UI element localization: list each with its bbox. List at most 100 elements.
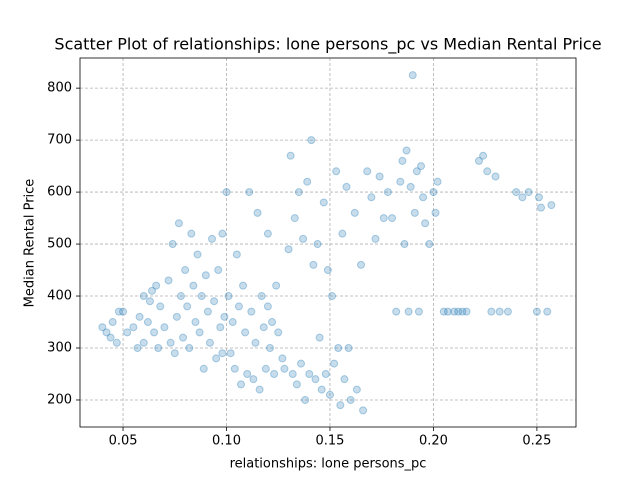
y-tick-label: 800 [47,81,72,96]
point [112,338,121,347]
point [410,208,419,217]
point [392,307,401,316]
point [226,349,235,358]
point [334,344,343,353]
point [443,307,452,316]
point [108,318,117,327]
point [218,229,227,238]
point [222,188,231,197]
point [216,323,225,332]
point [170,349,179,358]
point [280,364,289,373]
point [210,297,219,306]
point [439,307,448,316]
x-tick-label: 0.10 [212,434,241,449]
point [135,312,144,321]
point [265,344,274,353]
point [431,208,440,217]
point [270,369,279,378]
point [189,281,198,290]
point [114,307,123,316]
point [417,162,426,171]
point [299,234,308,243]
point [503,307,512,316]
point [319,198,328,207]
point [193,250,202,259]
point [106,333,115,342]
y-tick-label: 200 [47,392,72,407]
point [236,380,245,389]
point [323,266,332,275]
point [342,182,351,191]
point [197,292,206,301]
points [98,71,556,415]
point [317,385,326,394]
point [268,318,277,327]
point [357,260,366,269]
point [176,292,185,301]
point [203,307,212,316]
point [543,307,552,316]
point [102,328,111,337]
point [263,229,272,238]
point [495,307,504,316]
point [201,271,210,280]
point [243,369,252,378]
point [214,266,223,275]
point [154,344,163,353]
point [286,151,295,160]
point [292,380,301,389]
point [261,364,270,373]
point [311,375,320,384]
x-tick-label: 0.20 [419,434,448,449]
point [433,177,442,186]
point [388,214,397,223]
point [119,307,128,316]
point [195,328,204,337]
point [305,369,314,378]
point [321,369,330,378]
point [419,193,428,202]
point [187,229,196,238]
point [330,359,339,368]
point [340,375,349,384]
point [487,307,496,316]
point [301,395,310,404]
point [251,338,260,347]
point [479,151,488,160]
y-tick-label: 700 [47,133,72,148]
point [346,395,355,404]
point [483,167,492,176]
point [352,385,361,394]
point [123,328,132,337]
point [491,172,500,181]
point [363,167,372,176]
point [191,318,200,327]
point [532,307,541,316]
y-axis-label: Median Rental Price [23,179,38,308]
point [332,167,341,176]
point [218,349,227,358]
point [232,250,241,259]
point [241,328,250,337]
point [230,364,239,373]
point [239,281,248,290]
point [247,307,256,316]
grid [80,58,576,427]
point [257,292,266,301]
point [245,188,254,197]
point [396,177,405,186]
point [168,240,177,249]
point [315,333,324,342]
point [228,318,237,327]
point [290,214,299,223]
point [166,338,175,347]
point [294,188,303,197]
point [220,312,229,321]
point [404,307,413,316]
point [274,328,283,337]
point [408,71,417,80]
point [208,234,217,243]
point [350,208,359,217]
